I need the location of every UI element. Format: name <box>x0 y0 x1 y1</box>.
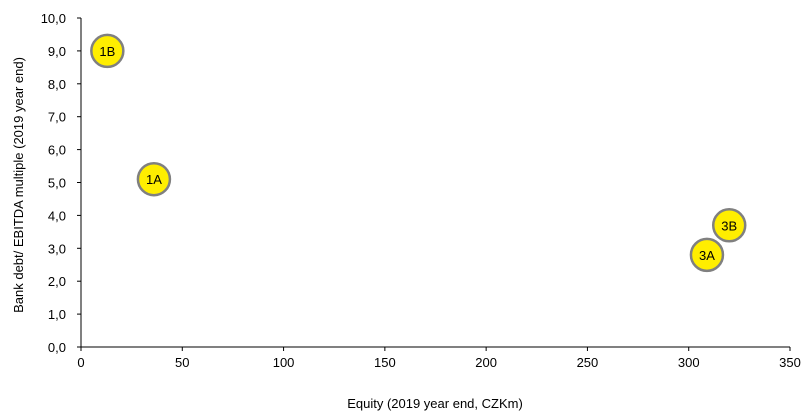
y-tick-label: 7,0 <box>48 110 66 125</box>
y-tick-label: 3,0 <box>48 241 66 256</box>
y-tick-label: 8,0 <box>48 77 66 92</box>
x-tick-label: 100 <box>273 355 295 370</box>
y-axis-ticks: 0,0 1,0 2,0 3,0 4,0 5,0 6,0 7,0 8,0 9,0 10,0 <box>41 11 81 355</box>
y-tick-label: 6,0 <box>48 143 66 158</box>
x-tick-label: 150 <box>374 355 396 370</box>
x-axis-label: Equity (2019 year end, CZKm) <box>347 396 523 411</box>
y-tick-label: 0,0 <box>48 340 66 355</box>
y-tick-label: 4,0 <box>48 208 66 223</box>
x-tick-label: 300 <box>678 355 700 370</box>
bubble <box>136 161 172 197</box>
bubble-label: 1A <box>146 172 162 187</box>
x-axis-ticks: 0 50 100 150 200 250 300 350 <box>77 347 801 370</box>
y-axis-label: Bank debt/ EBITDA multiple (2019 year en… <box>11 57 26 313</box>
x-tick-label: 250 <box>577 355 599 370</box>
x-tick-label: 200 <box>475 355 497 370</box>
bubble-label: 1B <box>99 44 115 59</box>
data-point-1b: 1B <box>90 33 125 69</box>
y-tick-label: 5,0 <box>48 176 66 191</box>
bubble <box>90 33 125 69</box>
bubble-label: 3B <box>721 218 737 233</box>
x-tick-label: 50 <box>175 355 189 370</box>
bubble <box>689 237 725 273</box>
y-tick-label: 2,0 <box>48 274 66 289</box>
x-tick-label: 350 <box>779 355 801 370</box>
bubble <box>711 208 747 243</box>
x-tick-label: 0 <box>77 355 84 370</box>
data-point-1a: 1A <box>136 161 172 197</box>
y-tick-label: 1,0 <box>48 307 66 322</box>
bubble-label: 3A <box>699 248 715 263</box>
y-tick-label: 9,0 <box>48 44 66 59</box>
y-tick-label: 10,0 <box>41 11 66 26</box>
data-points: 1B 1A 3B 3A <box>90 33 747 273</box>
data-point-3b: 3B <box>711 208 747 243</box>
axes <box>80 18 790 348</box>
data-point-3a: 3A <box>689 237 725 273</box>
